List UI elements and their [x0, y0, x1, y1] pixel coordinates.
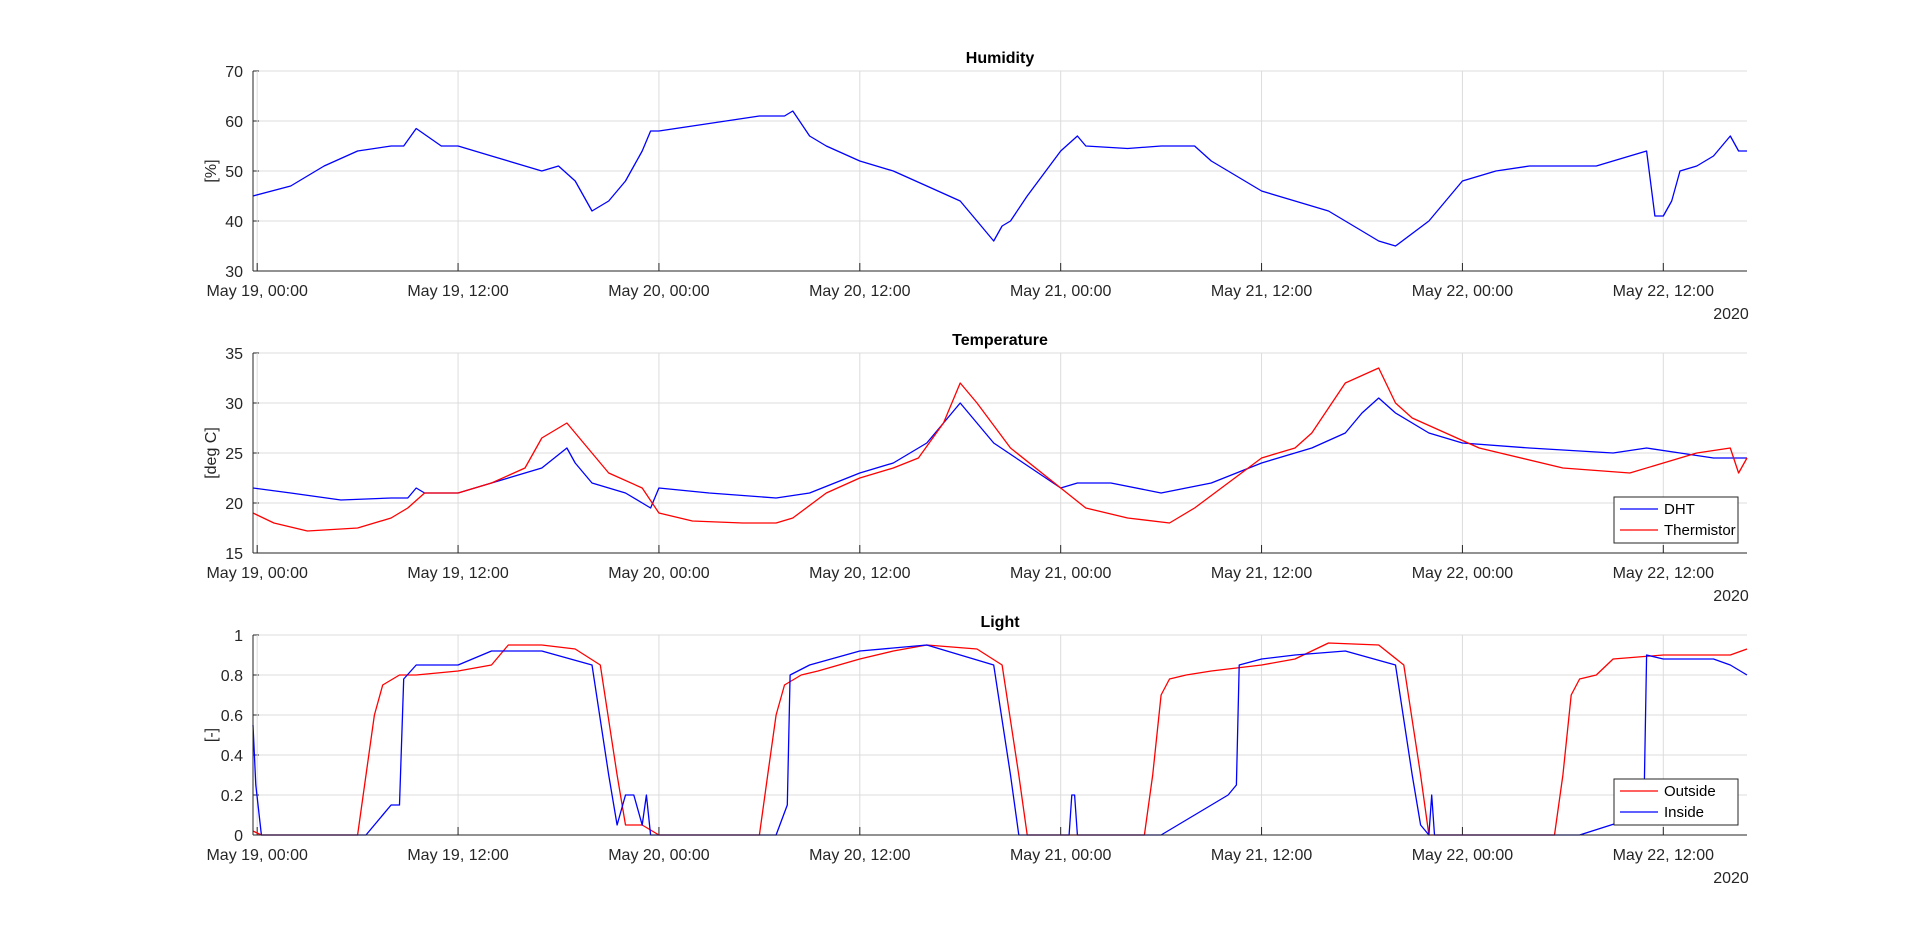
x-tick-label: May 19, 12:00: [407, 847, 509, 864]
x-tick-label: May 21, 00:00: [1010, 565, 1112, 582]
x-tick-label: May 19, 00:00: [206, 847, 308, 864]
x-tick-label: May 20, 12:00: [809, 847, 911, 864]
y-axis-label: [-]: [203, 728, 220, 742]
series-line-thermistor: [252, 367, 1748, 532]
x-year-label: 2020: [1713, 588, 1749, 605]
y-tick-label: 20: [225, 496, 243, 513]
plot-area: [253, 635, 1747, 835]
x-tick-label: May 22, 12:00: [1613, 565, 1715, 582]
y-tick-label: 70: [225, 64, 243, 81]
y-tick-label: 0: [234, 828, 243, 845]
x-tick-label: May 22, 00:00: [1412, 847, 1514, 864]
chart-panel-1: 15 20 25 30 35 May 19, 00:00 May 19, 12:00 May …: [203, 332, 1749, 605]
x-tick-label: May 20, 00:00: [608, 565, 710, 582]
x-tick-label: May 19, 00:00: [206, 565, 308, 582]
y-tick-label: 0.2: [221, 788, 243, 805]
x-tick-label: May 21, 12:00: [1211, 565, 1313, 582]
chart-panel-2: 0 0.2 0.4 0.6 0.8 1 May 19, 00:00 May 19, 12:00…: [203, 614, 1749, 887]
legend: DHT Thermistor: [1613, 496, 1739, 544]
x-tick-label: May 22, 00:00: [1412, 283, 1514, 300]
legend-label: Inside: [1664, 804, 1704, 821]
y-tick-label: 40: [225, 214, 243, 231]
y-tick-label: 25: [225, 446, 243, 463]
x-tick-label: May 19, 00:00: [206, 283, 308, 300]
y-axis-label: [deg C]: [203, 427, 220, 479]
chart-panel-0: 30 40 50 60 70 May 19, 00:00 May 19, 12:00 May …: [203, 50, 1749, 323]
chart-title: Temperature: [952, 332, 1048, 349]
legend-box: [1613, 496, 1739, 544]
x-tick-label: May 19, 12:00: [407, 565, 509, 582]
x-tick-label: May 22, 00:00: [1412, 565, 1514, 582]
legend-label: Thermistor: [1664, 522, 1736, 539]
x-tick-label: May 22, 12:00: [1613, 283, 1715, 300]
x-tick-label: May 22, 12:00: [1613, 847, 1715, 864]
y-axis-label: [%]: [203, 159, 220, 182]
x-tick-label: May 21, 12:00: [1211, 283, 1313, 300]
legend-box: [1613, 778, 1739, 826]
x-year-label: 2020: [1713, 306, 1749, 323]
x-tick-label: May 21, 00:00: [1010, 847, 1112, 864]
y-tick-label: 50: [225, 164, 243, 181]
chart-title: Humidity: [966, 50, 1035, 67]
x-tick-label: May 20, 00:00: [608, 283, 710, 300]
y-tick-label: 60: [225, 114, 243, 131]
x-tick-label: May 20, 00:00: [608, 847, 710, 864]
x-year-label: 2020: [1713, 870, 1749, 887]
y-tick-label: 30: [225, 396, 243, 413]
x-tick-label: May 20, 12:00: [809, 565, 911, 582]
x-tick-label: May 20, 12:00: [809, 283, 911, 300]
y-tick-label: 35: [225, 346, 243, 363]
y-tick-label: 1: [234, 628, 243, 645]
legend-label: Outside: [1664, 783, 1716, 800]
x-tick-label: May 21, 12:00: [1211, 847, 1313, 864]
x-tick-label: May 21, 00:00: [1010, 283, 1112, 300]
y-tick-label: 30: [225, 264, 243, 281]
legend-label: DHT: [1664, 501, 1695, 518]
y-tick-label: 0.4: [221, 748, 243, 765]
y-tick-label: 0.6: [221, 708, 243, 725]
y-tick-label: 15: [225, 546, 243, 563]
y-tick-label: 0.8: [221, 668, 243, 685]
chart-title: Light: [980, 614, 1020, 631]
legend: Outside Inside: [1613, 778, 1739, 826]
x-tick-label: May 19, 12:00: [407, 283, 509, 300]
series-line-0: [252, 110, 1747, 247]
